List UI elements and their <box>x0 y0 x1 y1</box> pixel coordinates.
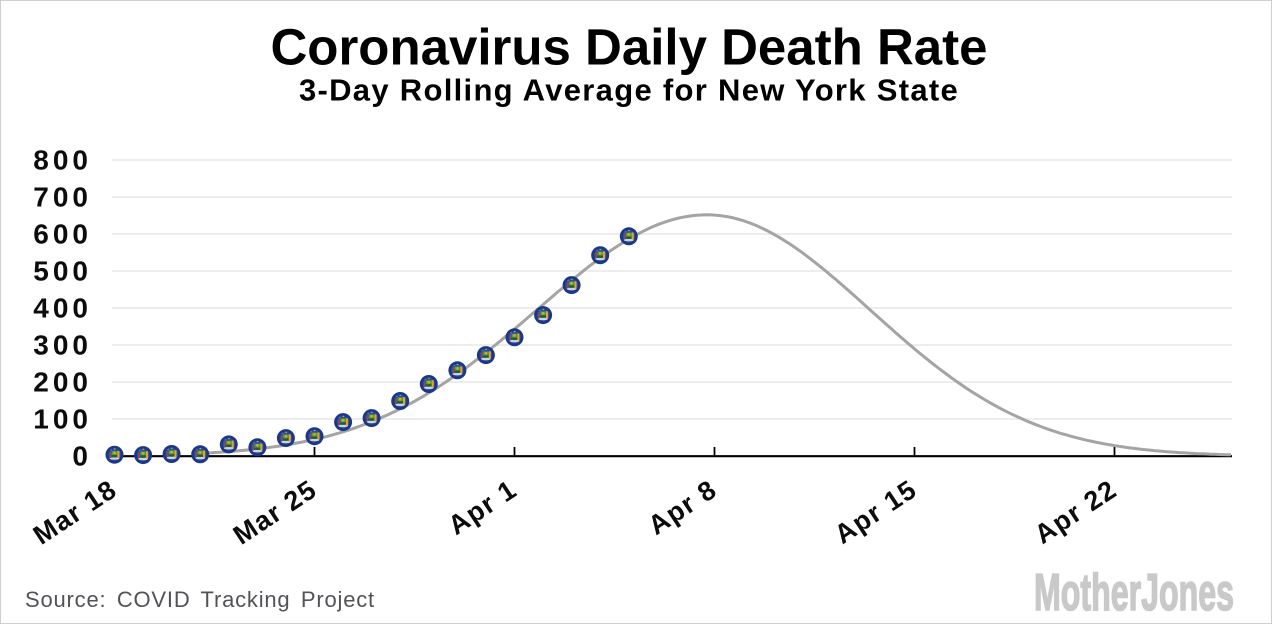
svg-text:3-Day Rolling Average for New: 3-Day Rolling Average for New York State <box>299 73 959 108</box>
svg-text:600: 600 <box>33 218 92 249</box>
svg-text:700: 700 <box>33 181 92 212</box>
svg-text:800: 800 <box>33 144 92 175</box>
svg-text:300: 300 <box>33 329 92 360</box>
svg-text:500: 500 <box>33 255 92 286</box>
svg-text:400: 400 <box>33 292 92 323</box>
svg-text:Coronavirus Daily Death Rate: Coronavirus Daily Death Rate <box>270 18 987 75</box>
svg-text:MotherJones: MotherJones <box>1034 564 1234 622</box>
svg-text:Source: COVID Tracking Project: Source: COVID Tracking Project <box>25 587 375 612</box>
svg-text:0: 0 <box>72 440 92 471</box>
svg-text:100: 100 <box>33 403 92 434</box>
svg-text:200: 200 <box>33 366 92 397</box>
